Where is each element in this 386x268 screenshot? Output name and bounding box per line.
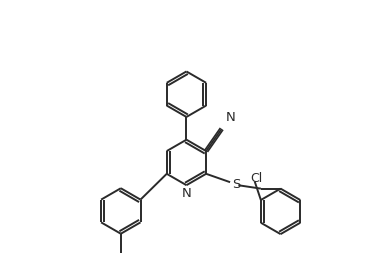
Text: Cl: Cl <box>250 172 262 185</box>
Text: N: N <box>181 187 191 200</box>
Text: N: N <box>225 111 235 124</box>
Text: S: S <box>232 178 240 191</box>
